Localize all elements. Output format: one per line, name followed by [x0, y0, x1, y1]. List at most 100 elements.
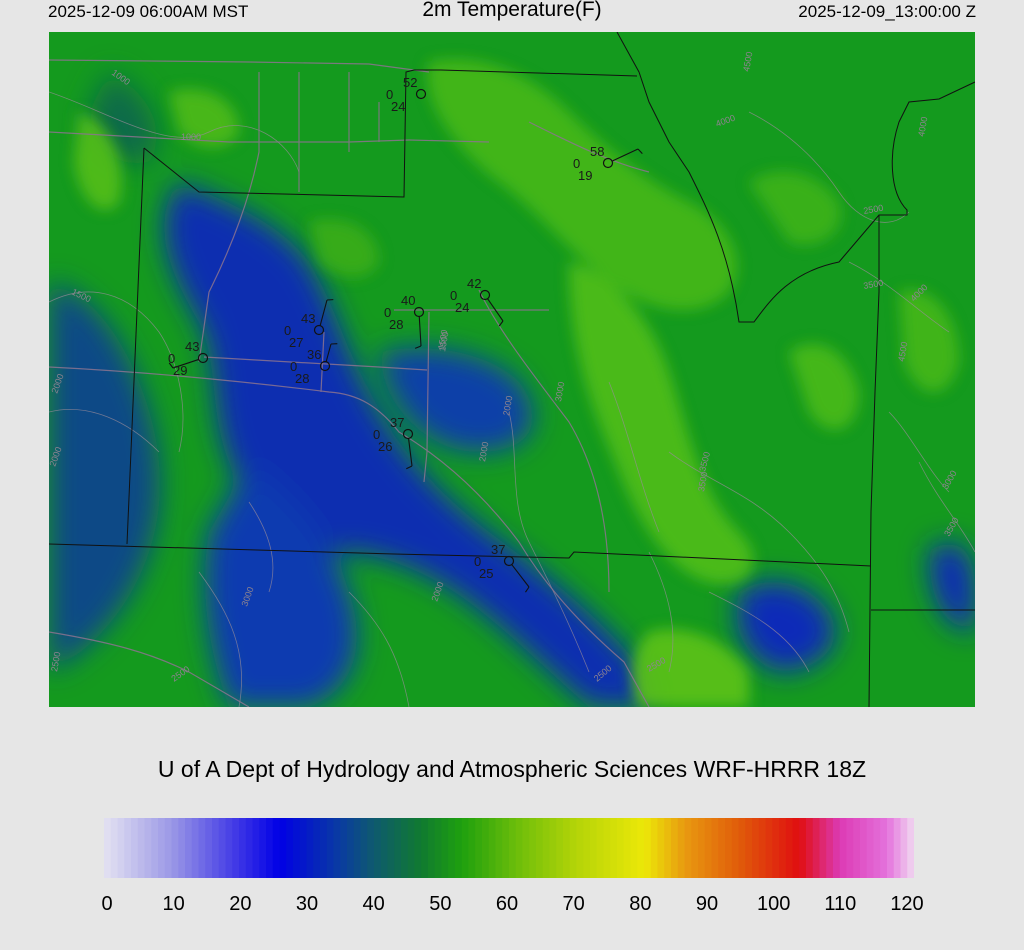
colorbar-segment	[880, 818, 888, 878]
station-plot: 42 024	[450, 276, 504, 327]
station-plot: 58 019	[573, 144, 643, 183]
station-temperature: 36	[307, 347, 321, 362]
colorbar-segment	[218, 818, 227, 878]
colorbar-segment	[677, 818, 686, 878]
colorbar-segment	[421, 818, 429, 878]
colorbar-segment	[563, 818, 571, 878]
colorbar-segment	[873, 818, 881, 878]
colorbar-segment	[401, 818, 409, 878]
station-precip: 0	[373, 427, 380, 442]
colorbar-segment	[893, 818, 902, 878]
temperature-map: 1000100015001500200020002500250030003500…	[49, 32, 975, 707]
station-marker	[415, 88, 427, 100]
colorbar-segment	[839, 818, 848, 878]
wind-barb	[418, 316, 422, 347]
station-precip: 0	[384, 305, 391, 320]
colorbar-segment	[374, 818, 382, 878]
colorbar-tick-label: 0	[101, 893, 113, 915]
colorbar-segment	[306, 818, 314, 878]
colorbar-segment	[603, 818, 611, 878]
wind-barb	[319, 299, 328, 326]
colorbar-segment	[178, 818, 186, 878]
colorbar-segment	[509, 818, 517, 878]
colorbar-segment	[394, 818, 402, 878]
station-marker	[319, 360, 331, 372]
station-plot: 52 024	[386, 75, 427, 114]
station-temperature: 43	[301, 311, 315, 326]
station-dewpoint: 26	[378, 439, 392, 454]
station-dewpoint: 24	[391, 99, 405, 114]
station-temperature: 37	[491, 542, 505, 557]
colorbar-tick-label: 40	[362, 893, 385, 915]
colorbar-tick-label: 90	[695, 893, 719, 915]
colorbar-segment	[907, 818, 914, 878]
contour-label: 2500	[863, 203, 884, 216]
wind-barb-flag	[525, 586, 530, 593]
wind-barb	[408, 438, 413, 467]
station-dewpoint: 19	[578, 168, 592, 183]
colorbar-segment	[164, 818, 173, 878]
station-dewpoint: 28	[295, 371, 309, 386]
colorbar-segment	[326, 818, 335, 878]
colorbar-segment	[259, 818, 267, 878]
station-dewpoint: 28	[389, 317, 403, 332]
colorbar-tick-label: 120	[890, 893, 924, 915]
colorbar-segment	[860, 818, 868, 878]
colorbar-segment	[225, 818, 233, 878]
colorbar-segment	[792, 818, 800, 878]
colorbar-segment	[279, 818, 287, 878]
colorbar-segment	[542, 818, 551, 878]
colorbar-segment	[596, 818, 605, 878]
wind-barb	[172, 358, 199, 369]
colorbar-tick-label: 50	[429, 893, 452, 915]
map-title: 2m Temperature(F)	[422, 0, 602, 21]
colorbar-segment	[448, 818, 456, 878]
wind-barb-flag	[414, 345, 422, 349]
wind-barb	[611, 148, 639, 162]
station-plot: 37 025	[474, 542, 530, 593]
temperature-colorbar	[104, 818, 914, 878]
colorbar-segment	[353, 818, 362, 878]
colorbar-segment	[704, 818, 713, 878]
station-precip: 0	[284, 323, 291, 338]
colorbar-segment	[644, 818, 652, 878]
colorbar-segment	[529, 818, 537, 878]
colorbar-segment	[488, 818, 497, 878]
colorbar-segment	[340, 818, 348, 878]
colorbar-segment	[866, 818, 875, 878]
colorbar-segment	[124, 818, 132, 878]
colorbar-segment	[887, 818, 895, 878]
station-marker	[503, 555, 515, 567]
station-marker	[602, 157, 614, 169]
contour-label: 2000	[477, 441, 490, 462]
wind-barb-flag	[498, 320, 504, 327]
local-time-label: 2025-12-09 06:00AM MST	[48, 2, 249, 21]
station-plot: 43 029	[168, 339, 209, 378]
colorbar-segment	[623, 818, 632, 878]
colorbar-tick-label: 30	[295, 893, 319, 915]
station-marker	[479, 289, 491, 301]
colorbar-tick-label: 100	[756, 893, 791, 915]
colorbar-segment	[232, 818, 240, 878]
colorbar-segment	[360, 818, 368, 878]
station-dewpoint: 25	[479, 566, 493, 581]
colorbar-segment	[347, 818, 355, 878]
colorbar-segment	[549, 818, 557, 878]
station-precip: 0	[450, 288, 457, 303]
contour-label: 1000	[181, 132, 201, 142]
colorbar-segment	[745, 818, 753, 878]
colorbar-segment	[407, 818, 416, 878]
station-precip: 0	[386, 87, 393, 102]
colorbar-segment	[826, 818, 834, 878]
boundary-lines	[49, 32, 975, 707]
colorbar-segment	[131, 818, 139, 878]
colorbar-segment	[569, 818, 578, 878]
colorbar-segment	[576, 818, 584, 878]
colorbar-segment	[698, 818, 706, 878]
colorbar-segment	[367, 818, 375, 878]
colorbar-segment	[239, 818, 247, 878]
colorbar-segment	[428, 818, 436, 878]
cold-region-shading	[49, 72, 975, 707]
colorbar-segment	[151, 818, 159, 878]
station-marker	[197, 352, 209, 364]
